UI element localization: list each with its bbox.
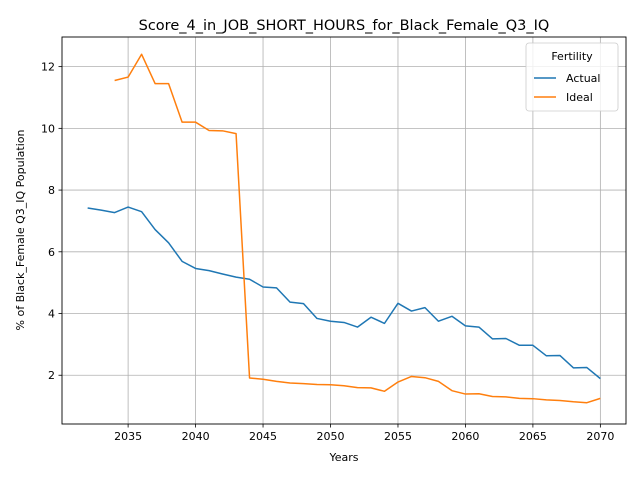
- y-tick-label: 6: [48, 246, 55, 259]
- x-tick-label: 2045: [249, 430, 277, 443]
- plot-frame: [61, 36, 627, 425]
- x-axis-ticks: 2035 2040 2045 2050 2055 2060 2065 2070: [114, 424, 614, 443]
- y-tick-label: 8: [48, 184, 55, 197]
- series-line-ideal: [114, 53, 601, 404]
- legend: Fertility Actual Ideal: [525, 42, 619, 112]
- series-layer: [87, 53, 601, 404]
- legend-label-actual: Actual: [566, 72, 600, 85]
- x-tick-label: 2055: [384, 430, 412, 443]
- legend-box: [525, 42, 619, 112]
- y-tick-label: 4: [48, 308, 55, 321]
- series-line-actual: [87, 206, 601, 380]
- legend-label-ideal: Ideal: [566, 91, 593, 104]
- x-tick-label: 2040: [182, 430, 210, 443]
- x-tick-label: 2035: [114, 430, 142, 443]
- chart-title: Score_4_in_JOB_SHORT_HOURS_for_Black_Fem…: [139, 18, 550, 34]
- x-tick-label: 2050: [317, 430, 345, 443]
- x-axis-label: Years: [328, 451, 358, 464]
- x-tick-label: 2070: [586, 430, 614, 443]
- y-axis-label: % of Black_Female Q3_IQ Population: [14, 130, 27, 331]
- legend-title: Fertility: [551, 50, 593, 63]
- y-tick-label: 10: [41, 122, 55, 135]
- y-axis-ticks: 2 4 6 8 10 12: [41, 61, 62, 382]
- x-tick-label: 2065: [519, 430, 547, 443]
- y-tick-label: 2: [48, 369, 55, 382]
- x-tick-label: 2060: [451, 430, 479, 443]
- y-tick-label: 12: [41, 61, 55, 74]
